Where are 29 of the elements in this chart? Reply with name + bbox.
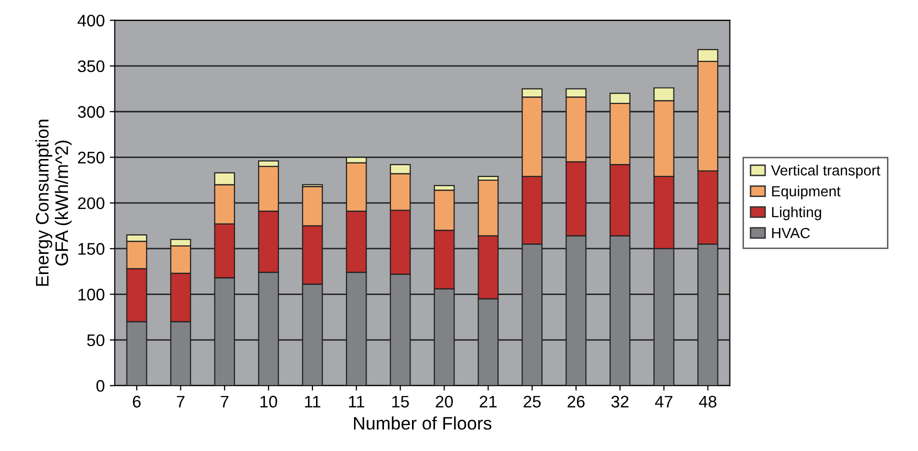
x-tick-label: 48 bbox=[698, 396, 716, 408]
x-tick-label: 26 bbox=[568, 396, 585, 408]
x-tick-label: 11 bbox=[305, 396, 320, 408]
y-tick-label: 0 bbox=[96, 380, 104, 392]
legend-label: HVAC bbox=[772, 228, 810, 238]
y-axis-title: Energy Consumption GFA (kWh/m^2) bbox=[35, 120, 72, 286]
x-tick-label: 25 bbox=[524, 396, 541, 408]
y-tick-label: 250 bbox=[78, 152, 104, 164]
x-tick-label: 32 bbox=[611, 396, 628, 408]
y-tick-label: 50 bbox=[87, 334, 104, 346]
y-tick-label: 350 bbox=[78, 60, 104, 72]
y-tick-label: 100 bbox=[78, 288, 104, 300]
legend-label: Lighting bbox=[772, 206, 822, 220]
y-tick-label: 200 bbox=[78, 197, 104, 210]
x-tick-label: 11 bbox=[349, 396, 364, 408]
legend-label: Vertical transport bbox=[771, 164, 880, 178]
x-tick-label: 10 bbox=[260, 396, 278, 408]
y-tick-label: 150 bbox=[78, 243, 104, 255]
x-tick-label: 21 bbox=[480, 396, 497, 408]
x-tick-label: 7 bbox=[176, 396, 184, 408]
x-tick-label: 6 bbox=[132, 396, 141, 408]
x-axis-title: Number of Floors bbox=[354, 416, 492, 430]
x-tick-label: 20 bbox=[436, 396, 453, 408]
x-tick-label: 7 bbox=[220, 396, 228, 408]
y-tick-label: 300 bbox=[78, 106, 104, 118]
legend-label: Equipment bbox=[772, 186, 841, 200]
x-tick-label: 47 bbox=[655, 396, 672, 408]
x-tick-label: 15 bbox=[392, 396, 409, 408]
y-tick-label: 400 bbox=[78, 14, 104, 26]
